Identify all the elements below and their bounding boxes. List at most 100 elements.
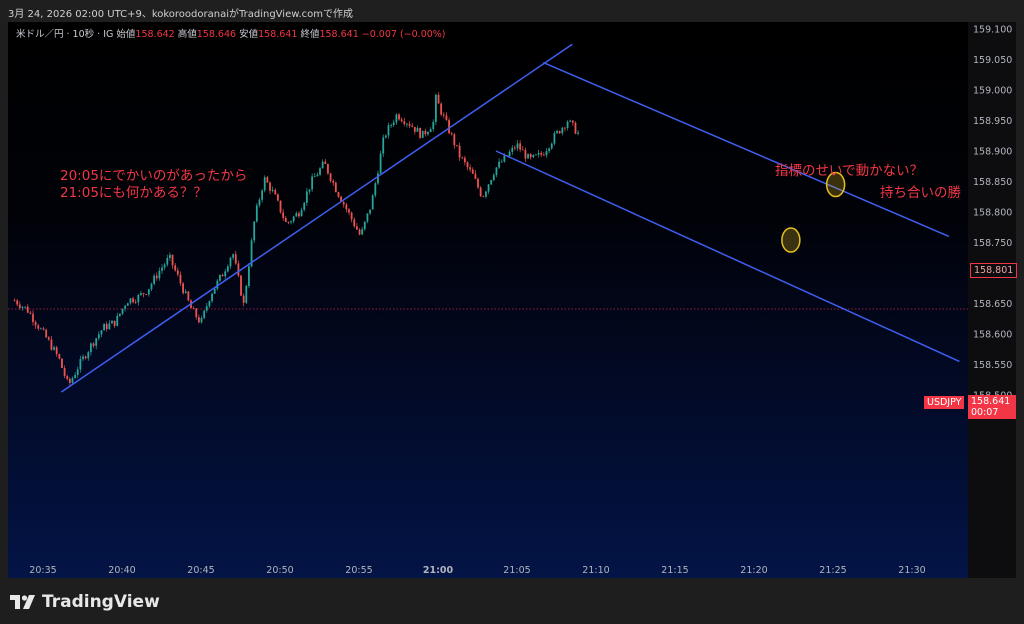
price-tick-label: 158.950 — [973, 116, 1012, 127]
candle-body — [566, 121, 569, 128]
candle-body — [153, 275, 156, 284]
candle-body — [485, 191, 487, 197]
candle-body — [171, 254, 174, 266]
annotation-left-line-2: 21:05にも何かある？？ — [60, 185, 207, 201]
candle-body — [550, 143, 553, 149]
candle-body — [390, 124, 393, 126]
candle-body — [384, 135, 387, 138]
candle-body — [174, 265, 177, 271]
candle-body — [298, 213, 300, 217]
candle-body — [392, 122, 395, 125]
candle-body — [95, 338, 98, 346]
candle-body — [442, 114, 445, 116]
candle-body — [508, 151, 511, 157]
candle-body — [474, 173, 477, 179]
candle-body — [182, 283, 184, 294]
candle-body — [61, 358, 63, 368]
candle-body — [284, 217, 287, 222]
candle-body — [482, 196, 485, 197]
candle-body — [329, 173, 332, 181]
candle-body — [176, 270, 179, 275]
candle-body — [37, 325, 40, 329]
candle-body — [571, 120, 574, 123]
candle-body — [558, 130, 561, 134]
candle-body — [321, 161, 324, 169]
candle-body — [564, 127, 566, 129]
candle-body — [97, 334, 100, 339]
candle-body — [82, 356, 84, 360]
candle-body — [516, 143, 519, 149]
price-tick-label: 159.000 — [973, 86, 1012, 97]
candle-body — [142, 293, 145, 295]
candle-body — [327, 163, 329, 174]
symbol-tag: USDJPY — [924, 396, 965, 409]
candle-body — [184, 291, 187, 294]
candle-body — [169, 254, 171, 259]
candle-body — [216, 280, 219, 289]
candle-body — [413, 126, 416, 132]
current-price-tag: 158.801 — [970, 263, 1018, 278]
candle-body — [519, 143, 522, 150]
trendline — [543, 61, 950, 238]
time-tick-label: 21:00 — [423, 565, 454, 576]
time-tick-label: 20:55 — [345, 565, 372, 576]
candle-body — [332, 180, 335, 183]
candle-body — [432, 121, 435, 130]
candle-body — [363, 221, 366, 230]
candle-body — [574, 122, 577, 134]
symbol-legend: 米ドル／円 · 10秒 · IG 始値158.642 高値158.646 安値1… — [16, 26, 446, 40]
candle-body — [374, 183, 377, 196]
candle-body — [150, 283, 153, 290]
candle-body — [561, 127, 564, 134]
candle-body — [145, 294, 148, 295]
time-tick-label: 21:10 — [582, 565, 609, 576]
candle-body — [290, 221, 292, 223]
candle-body — [490, 180, 493, 185]
price-tick-label: 158.600 — [973, 330, 1012, 341]
candle-body — [134, 302, 137, 303]
legend-high: 158.646 — [196, 29, 237, 40]
tradingview-logo[interactable]: TradingView — [10, 592, 160, 612]
candle-body — [47, 337, 50, 340]
candle-body — [379, 153, 382, 174]
price-tick-label: 158.900 — [973, 147, 1012, 158]
candle-body — [211, 293, 213, 302]
candle-body — [500, 161, 503, 163]
candle-body — [279, 200, 282, 213]
price-axis[interactable] — [968, 22, 1016, 578]
candle-body — [232, 254, 235, 258]
candle-body — [68, 378, 71, 383]
legend-close: 158.641 — [319, 29, 359, 40]
time-tick-label: 20:35 — [29, 565, 56, 576]
candle-body — [429, 129, 432, 133]
candle-body — [205, 306, 208, 311]
candle-body — [147, 289, 150, 295]
candle-body — [382, 137, 385, 154]
legend-open: 158.642 — [135, 29, 175, 40]
last-price-value: 158.641 — [971, 396, 1011, 407]
candle-body — [353, 219, 356, 227]
candle-body — [200, 317, 203, 323]
candle-body — [529, 154, 532, 158]
symbol-tag-label: USDJPY — [927, 397, 962, 408]
chart-plot-area[interactable] — [8, 22, 968, 578]
candle-body — [463, 157, 466, 163]
candle-body — [487, 184, 490, 192]
candle-body — [58, 354, 61, 359]
candle-body — [300, 209, 303, 217]
header-bar: 3月 24, 2026 02:00 UTC+9、kokoroodoranaiがT… — [0, 0, 1024, 22]
candle-body — [342, 202, 345, 205]
bar-countdown: 00:07 — [971, 407, 999, 418]
candle-body — [424, 130, 427, 135]
candle-body — [366, 213, 369, 222]
header-title: 3月 24, 2026 02:00 UTC+9、kokoroodoranaiがT… — [8, 9, 354, 20]
candle-body — [266, 177, 269, 183]
price-tick-label: 158.850 — [973, 177, 1012, 188]
candle-body — [282, 212, 285, 218]
current-price-value: 158.801 — [974, 265, 1014, 276]
legend-low: 158.641 — [258, 29, 298, 40]
candle-body — [408, 123, 411, 126]
candle-body — [400, 119, 403, 122]
